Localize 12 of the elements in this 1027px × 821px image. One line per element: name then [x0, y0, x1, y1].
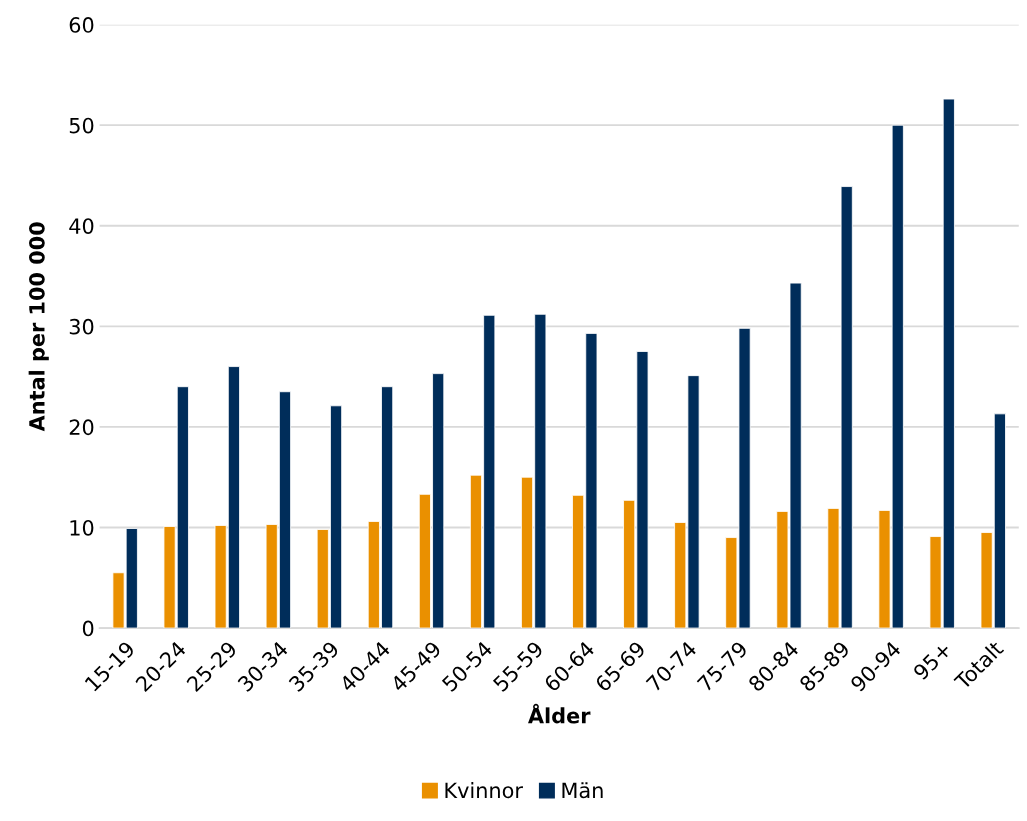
y-tick-label: 50 [69, 117, 94, 134]
y-tick-label: 10 [70, 519, 94, 536]
y-tick-label: 60 [69, 17, 94, 33]
legend-label: Män [562, 782, 603, 799]
legend-label: Kvinnor [445, 782, 523, 799]
y-tick-label: 20 [69, 419, 94, 436]
y-tick-label: 0 [82, 620, 94, 637]
y-tick-label: 30 [69, 318, 94, 335]
x-tick-label: 95+ [912, 641, 953, 681]
x-axis-title: Ålder [528, 703, 591, 724]
y-tick-label: 40 [69, 218, 94, 234]
y-axis-title: Antal per 100 000 [28, 222, 49, 432]
